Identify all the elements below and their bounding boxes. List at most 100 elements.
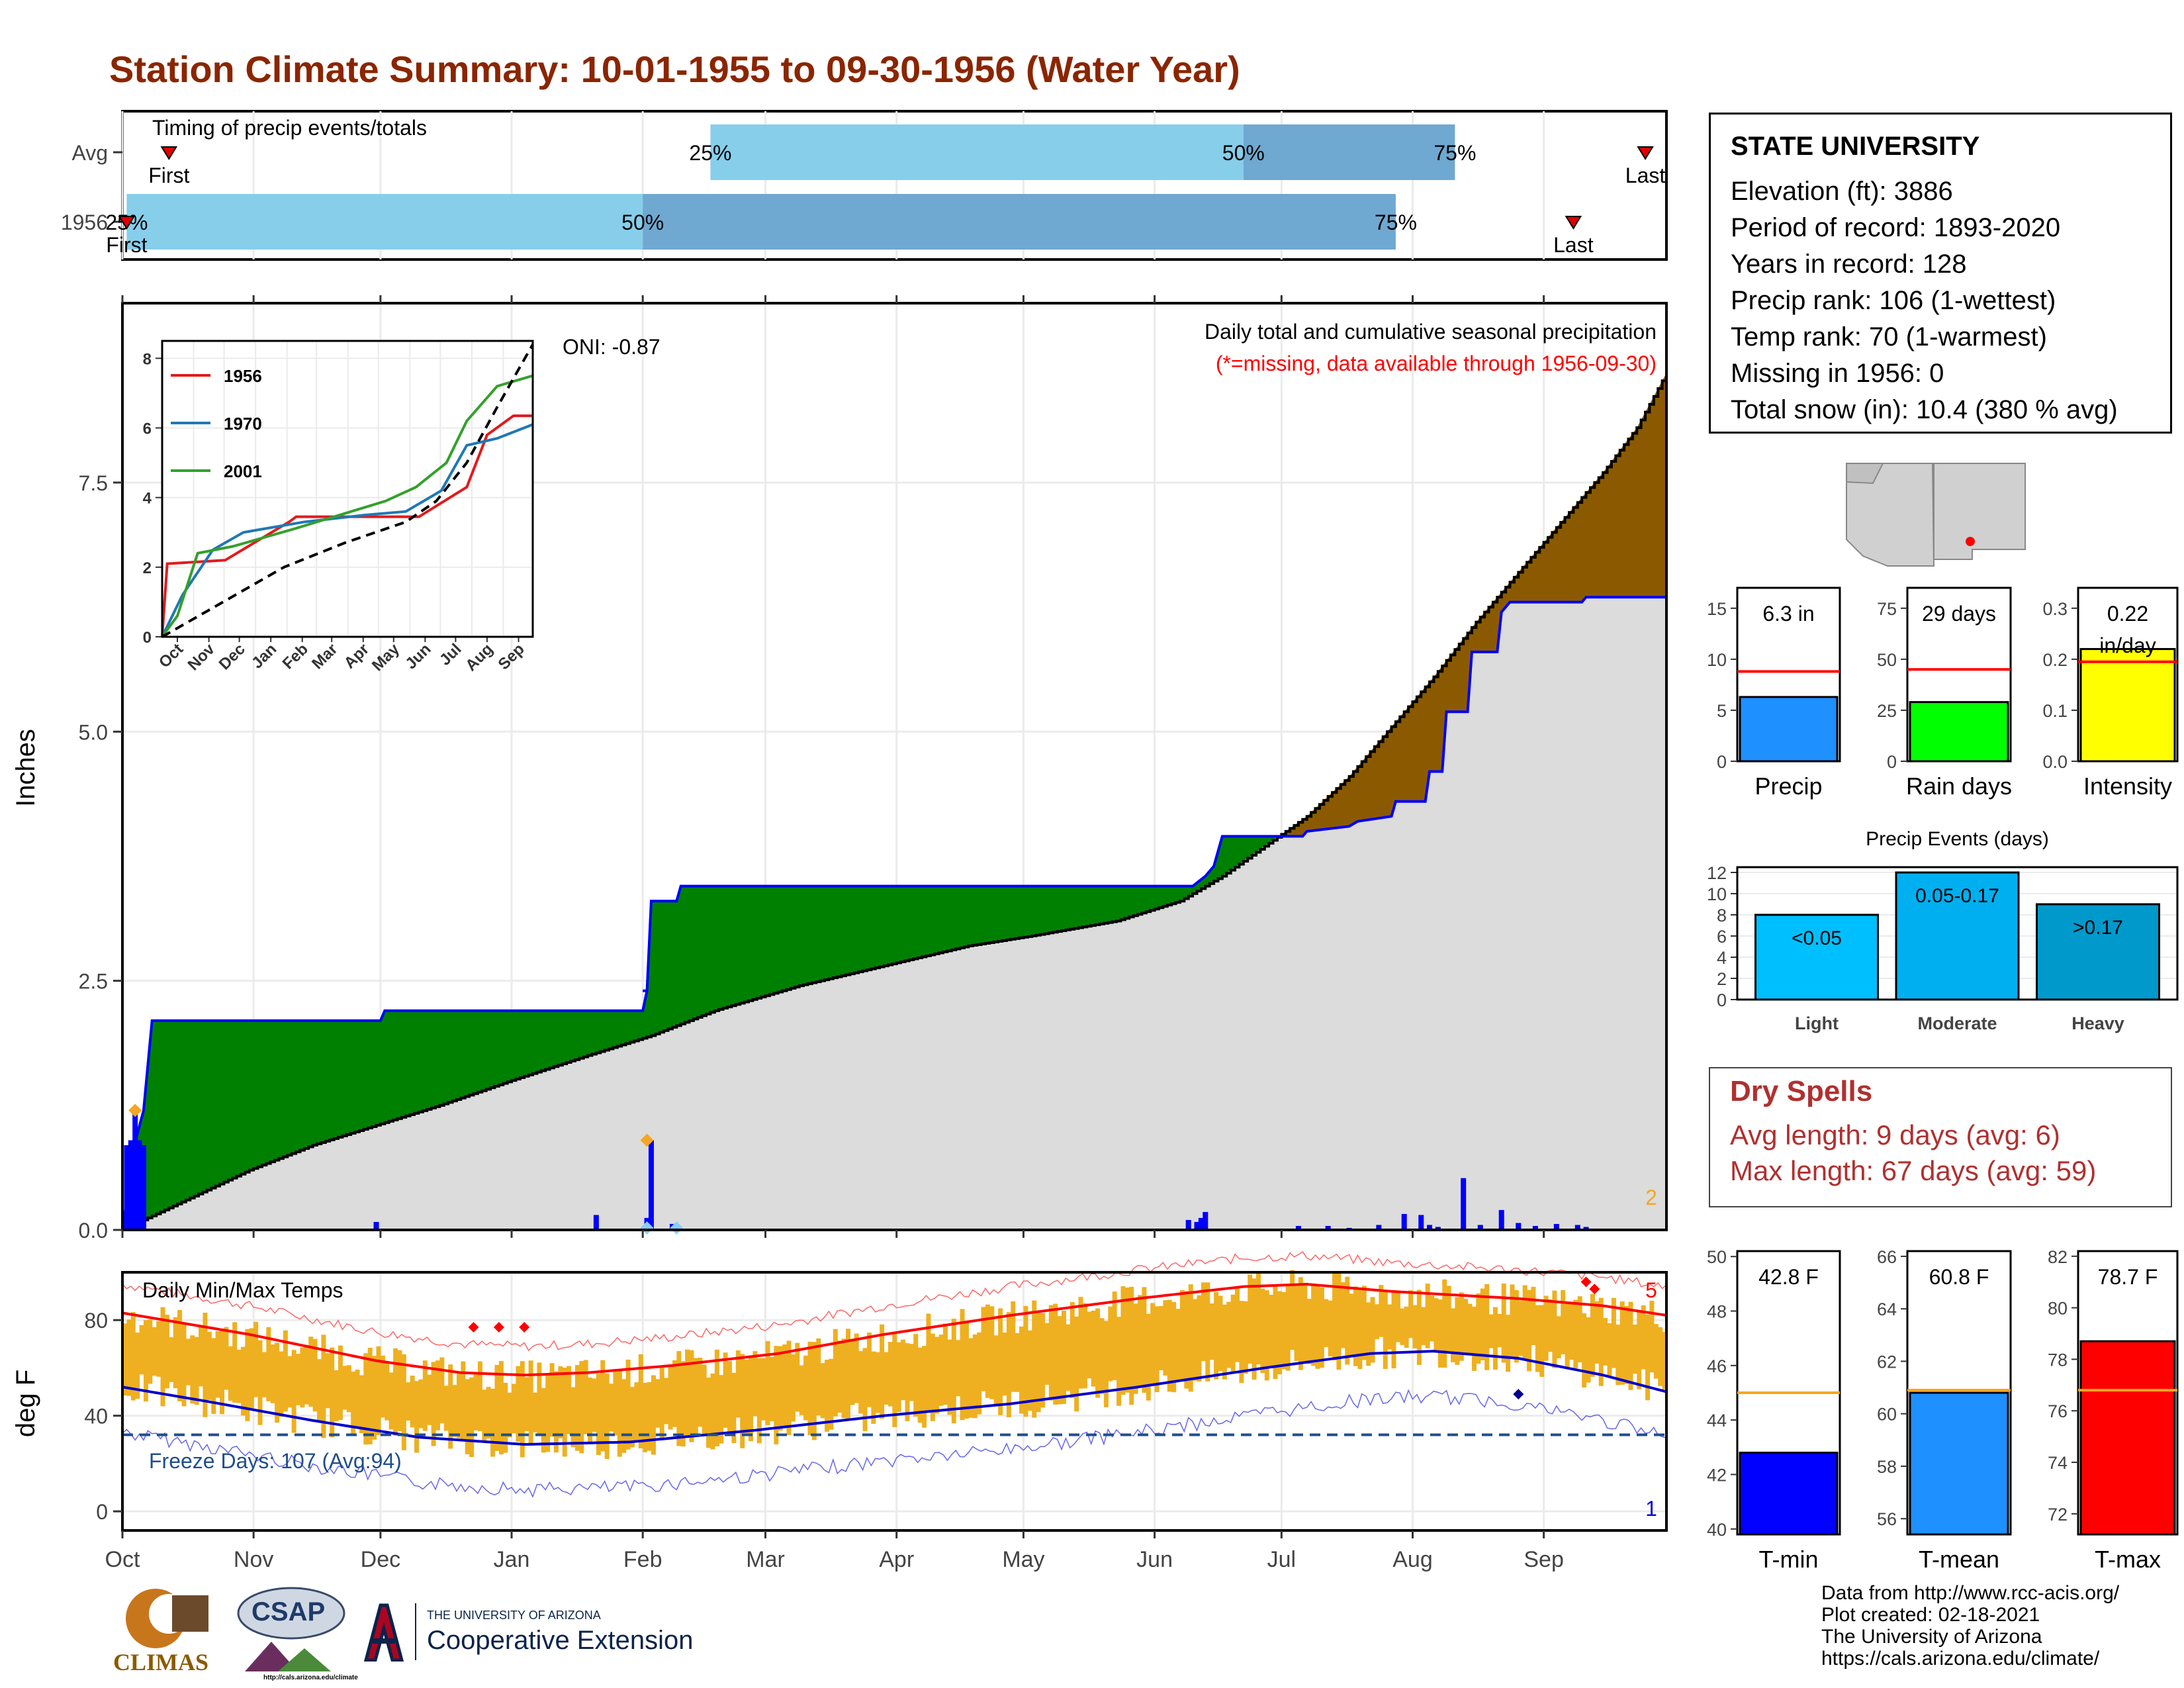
temp-daily-bar <box>752 1351 758 1417</box>
temp-daily-bar <box>825 1360 830 1432</box>
temp-daily-bar <box>1138 1295 1143 1387</box>
temp-daily-bar <box>1492 1307 1498 1370</box>
temp-daily-bar <box>1433 1298 1439 1353</box>
temp-daily-bar <box>841 1338 846 1419</box>
temp-daily-bar <box>905 1343 910 1421</box>
precip-ylabel: Inches <box>11 729 40 807</box>
temp-record-marker <box>468 1322 479 1333</box>
temp-daily-bar <box>206 1331 212 1400</box>
tsummary-tmax-label: T-max <box>2095 1546 2161 1573</box>
temp-ytick-label: 40 <box>84 1405 108 1429</box>
temp-daily-bar <box>643 1382 648 1452</box>
temp-daily-bar <box>334 1370 339 1422</box>
temp-daily-bar <box>376 1346 381 1435</box>
events-value-label: <0.05 <box>1792 927 1842 949</box>
temp-daily-bar <box>1197 1295 1202 1382</box>
temp-daily-bar <box>1497 1313 1502 1348</box>
temp-daily-bar <box>1446 1286 1451 1352</box>
temp-daily-bar <box>1471 1306 1477 1371</box>
temp-record-high-line <box>122 1251 1667 1352</box>
temp-daily-bar <box>866 1333 872 1407</box>
temp-daily-bar <box>871 1351 876 1424</box>
temp-daily-bar <box>528 1360 533 1446</box>
timing-bar-50-75 <box>1243 124 1455 180</box>
temp-daily-bar <box>194 1336 199 1405</box>
temp-daily-bar <box>317 1359 322 1421</box>
precip-daily-bar <box>1203 1211 1208 1230</box>
tsummary-tmax-bar <box>2079 1340 2176 1536</box>
temp-daily-bar <box>570 1387 576 1448</box>
temp-daily-bar <box>1260 1288 1265 1374</box>
temp-daily-bar <box>1082 1303 1087 1389</box>
temp-daily-bar <box>461 1361 466 1442</box>
temp-daily-bar <box>1087 1311 1092 1379</box>
precip-daily-bar <box>128 1140 134 1230</box>
temp-xtick-label: Apr <box>879 1547 914 1572</box>
temp-daily-bar <box>1269 1295 1274 1367</box>
temp-daily-bar <box>524 1377 529 1432</box>
temp-count-low: 1 <box>1645 1497 1657 1521</box>
temp-daily-bar <box>1603 1318 1608 1366</box>
inset-ytick-label: 4 <box>143 490 152 508</box>
temp-daily-bar <box>913 1334 919 1417</box>
temp-daily-bar <box>685 1349 690 1438</box>
tsummary-tmax-ytick-label: 82 <box>2048 1247 2068 1267</box>
temp-daily-bar <box>283 1330 288 1412</box>
summary-precip-ytick-label: 10 <box>1707 650 1727 670</box>
temp-daily-bar <box>1006 1312 1011 1417</box>
temp-daily-bar <box>507 1392 512 1438</box>
temp-daily-bar <box>934 1336 940 1414</box>
temp-daily-bar <box>989 1306 995 1399</box>
temp-daily-bar <box>744 1360 749 1436</box>
temp-daily-bar <box>689 1350 694 1442</box>
temp-daily-bar <box>596 1374 601 1456</box>
tsummary-tmean-ytick-label: 60 <box>1877 1405 1897 1425</box>
tsummary-tmax-ytick-label: 80 <box>2048 1299 2068 1319</box>
temp-daily-bar <box>367 1347 373 1444</box>
temp-daily-bar <box>553 1371 559 1453</box>
temp-daily-bar <box>291 1350 296 1433</box>
timing-last-label: Last <box>1625 164 1666 187</box>
tsummary-tmean-ytick-label: 66 <box>1877 1247 1897 1267</box>
temp-daily-bar <box>617 1368 622 1457</box>
precip-count-label: 2 <box>1645 1186 1657 1209</box>
summary-precip-ytick-label: 15 <box>1707 599 1727 619</box>
temp-daily-bar <box>520 1361 525 1458</box>
temp-daily-bar <box>680 1361 686 1447</box>
temp-daily-bar <box>579 1361 584 1454</box>
temp-daily-bar <box>998 1308 1003 1415</box>
temp-daily-bar <box>811 1342 817 1440</box>
summary-intensity-ytick-label: 0.3 <box>2042 599 2068 619</box>
temp-daily-bar <box>1040 1313 1046 1408</box>
temp-daily-bar <box>1349 1293 1354 1356</box>
timing-first-marker <box>118 216 136 230</box>
temp-xtick-label: May <box>1002 1547 1044 1572</box>
temp-daily-bar <box>257 1340 263 1425</box>
temp-daily-bar <box>1053 1303 1058 1405</box>
temp-daily-bar <box>1598 1297 1604 1386</box>
tsummary-tmin-ytick-label: 42 <box>1707 1465 1727 1485</box>
credits: Data from http://www.rcc-acis.org/ Plot … <box>1821 1582 2119 1669</box>
summary-raindays-ytick-label: 50 <box>1877 650 1897 670</box>
temp-daily-bar <box>1607 1323 1612 1378</box>
ua-logo[interactable]: THE UNIVERSITY OF ARIZONA Cooperative Ex… <box>361 1602 745 1668</box>
temp-daily-bar <box>342 1366 347 1410</box>
temp-daily-bar <box>1302 1282 1308 1363</box>
summary-precip-bar <box>1739 696 1839 763</box>
temp-daily-bar <box>1311 1286 1316 1366</box>
temp-daily-bar <box>892 1331 897 1427</box>
temp-daily-bar <box>719 1375 724 1444</box>
temp-daily-bar <box>1374 1304 1379 1340</box>
temp-daily-bar <box>1205 1282 1210 1382</box>
temp-daily-bar <box>1501 1283 1506 1363</box>
temp-daily-bar <box>638 1354 643 1449</box>
temp-daily-bar <box>1340 1282 1345 1348</box>
temp-daily-bar <box>1251 1278 1257 1380</box>
csap-logo[interactable]: CSAP http://cals.arizona.edu/climate <box>232 1585 358 1685</box>
precip-avg-cumulative-line <box>122 373 1668 1231</box>
climas-logo[interactable]: CLIMAS <box>109 1582 218 1681</box>
temp-record-marker <box>519 1322 530 1333</box>
credit-line: Data from http://www.rcc-acis.org/ <box>1821 1582 2120 1604</box>
temp-daily-bar <box>1649 1300 1655 1373</box>
events-value-label: 0.05-0.17 <box>1915 885 1999 907</box>
